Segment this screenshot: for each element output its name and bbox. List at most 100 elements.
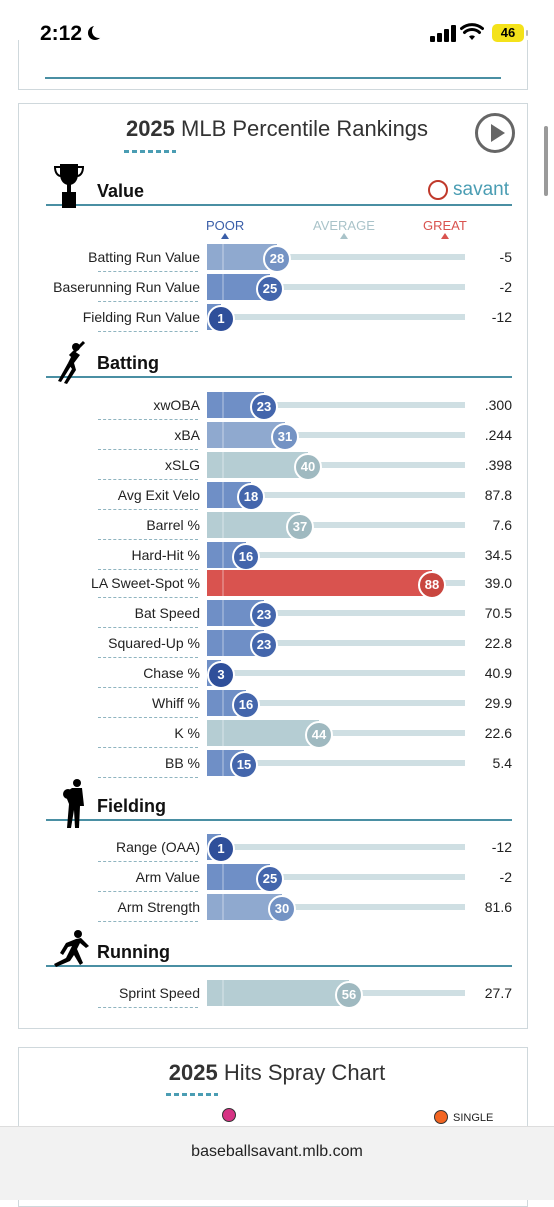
triangle-icon — [221, 233, 230, 239]
metric-row[interactable]: Barrel % 37 7.6 — [0, 510, 554, 541]
metric-value: -2 — [499, 279, 512, 295]
percentile-card-title: 2025 MLB Percentile Rankings — [0, 116, 554, 142]
row-divider — [98, 1007, 198, 1008]
title-underline — [124, 150, 176, 153]
metric-label: Fielding Run Value — [82, 309, 200, 325]
metric-row[interactable]: xSLG 40 .398 — [0, 450, 554, 481]
percentile-circle: 25 — [256, 865, 284, 893]
metric-value: 29.9 — [484, 695, 512, 711]
single-legend-icon — [434, 1110, 448, 1124]
scale-average: AVERAGE — [313, 218, 375, 239]
percentile-circle: 31 — [271, 423, 299, 451]
percentile-track — [207, 432, 465, 438]
metric-row[interactable]: Range (OAA) 1 -12 — [0, 832, 554, 863]
scale-great: GREAT — [423, 218, 467, 239]
percentile-track — [207, 492, 465, 498]
scale-great-label: GREAT — [423, 218, 467, 233]
metric-label: xSLG — [164, 457, 200, 473]
row-divider — [98, 331, 198, 332]
metric-row[interactable]: Avg Exit Velo 18 87.8 — [0, 480, 554, 511]
percentile-bar — [207, 570, 432, 596]
status-bar: 2:12 46 — [0, 0, 554, 70]
row-divider — [98, 271, 198, 272]
metric-label: xBA — [174, 427, 200, 443]
metric-row[interactable]: Squared-Up % 23 22.8 — [0, 628, 554, 659]
percentile-track — [207, 874, 465, 880]
percentile-track — [207, 254, 465, 260]
metric-value: 7.6 — [492, 517, 512, 533]
metric-value: 40.9 — [484, 665, 512, 681]
metric-label: Batting Run Value — [88, 249, 200, 265]
metric-label: Avg Exit Velo — [117, 487, 200, 503]
percentile-bar — [207, 980, 349, 1006]
metric-row[interactable]: Batting Run Value 28 -5 — [0, 242, 554, 273]
percentile-track — [207, 760, 465, 766]
metric-label: Baserunning Run Value — [53, 279, 200, 295]
metric-label: Squared-Up % — [108, 635, 200, 651]
percentile-circle: 40 — [294, 453, 322, 481]
percentile-circle: 1 — [207, 305, 235, 333]
row-divider — [98, 777, 198, 778]
metric-row[interactable]: Arm Strength 30 81.6 — [0, 892, 554, 923]
percentile-circle: 15 — [230, 751, 258, 779]
metric-row[interactable]: Bat Speed 23 70.5 — [0, 598, 554, 629]
metric-label: Whiff % — [152, 695, 200, 711]
percentile-track — [207, 700, 465, 706]
runner-icon — [48, 928, 92, 981]
browser-url-bar[interactable] — [0, 1126, 554, 1200]
metric-value: -12 — [491, 839, 512, 855]
title-year: 2025 — [125, 116, 175, 141]
metric-value: 22.6 — [484, 725, 512, 741]
row-divider — [98, 301, 198, 302]
percentile-circle: 23 — [250, 631, 278, 659]
cellular-signal-icon — [430, 24, 458, 42]
batter-icon — [52, 340, 92, 393]
section-title: Batting — [97, 353, 159, 373]
percentile-circle: 23 — [250, 393, 278, 421]
percentile-track — [207, 462, 465, 468]
percentile-circle: 37 — [286, 513, 314, 541]
metric-label: xwOBA — [153, 397, 200, 413]
row-divider — [98, 509, 198, 510]
percentile-track — [207, 284, 465, 290]
row-divider — [98, 419, 198, 420]
percentile-circle: 25 — [256, 275, 284, 303]
percentile-circle: 16 — [232, 543, 260, 571]
section-header-value — [46, 180, 512, 206]
trophy-icon — [53, 162, 85, 215]
metric-row[interactable]: xwOBA 23 .300 — [0, 390, 554, 421]
percentile-circle: 56 — [335, 981, 363, 1009]
play-icon[interactable] — [475, 113, 515, 153]
metric-row[interactable]: K % 44 22.6 — [0, 718, 554, 749]
metric-label: Bat Speed — [134, 605, 200, 621]
page-scrollbar[interactable] — [544, 126, 548, 196]
metric-row[interactable]: Baserunning Run Value 25 -2 — [0, 272, 554, 303]
metric-value: 22.8 — [484, 635, 512, 651]
row-divider — [98, 449, 198, 450]
metric-row[interactable]: Whiff % 16 29.9 — [0, 688, 554, 719]
metric-value: .300 — [484, 397, 512, 413]
scale-poor-label: POOR — [206, 218, 245, 233]
section-title: Fielding — [97, 796, 166, 816]
metric-row[interactable]: xBA 31 .244 — [0, 420, 554, 451]
metric-row[interactable]: Fielding Run Value 1 -12 — [0, 302, 554, 333]
baseball-icon — [428, 180, 448, 200]
metric-row[interactable]: Hard-Hit % 16 34.5 — [0, 540, 554, 571]
triangle-icon — [339, 233, 348, 239]
previous-card — [18, 40, 528, 90]
metric-value: 70.5 — [484, 605, 512, 621]
percentile-track — [207, 670, 465, 676]
metric-value: 34.5 — [484, 547, 512, 563]
metric-row[interactable]: BB % 15 5.4 — [0, 748, 554, 779]
scale-average-label: AVERAGE — [313, 218, 375, 233]
metric-row[interactable]: LA Sweet-Spot % 88 39.0 — [0, 568, 554, 599]
metric-row[interactable]: Sprint Speed 56 27.7 — [0, 978, 554, 1009]
spray-title-underline — [166, 1093, 218, 1096]
percentile-circle: 3 — [207, 661, 235, 689]
row-divider — [98, 717, 198, 718]
url-text[interactable]: baseballsavant.mlb.com — [191, 1143, 363, 1160]
metric-row[interactable]: Chase % 3 40.9 — [0, 658, 554, 689]
scale-poor: POOR — [206, 218, 244, 239]
metric-row[interactable]: Arm Value 25 -2 — [0, 862, 554, 893]
metric-label: Barrel % — [146, 517, 200, 533]
